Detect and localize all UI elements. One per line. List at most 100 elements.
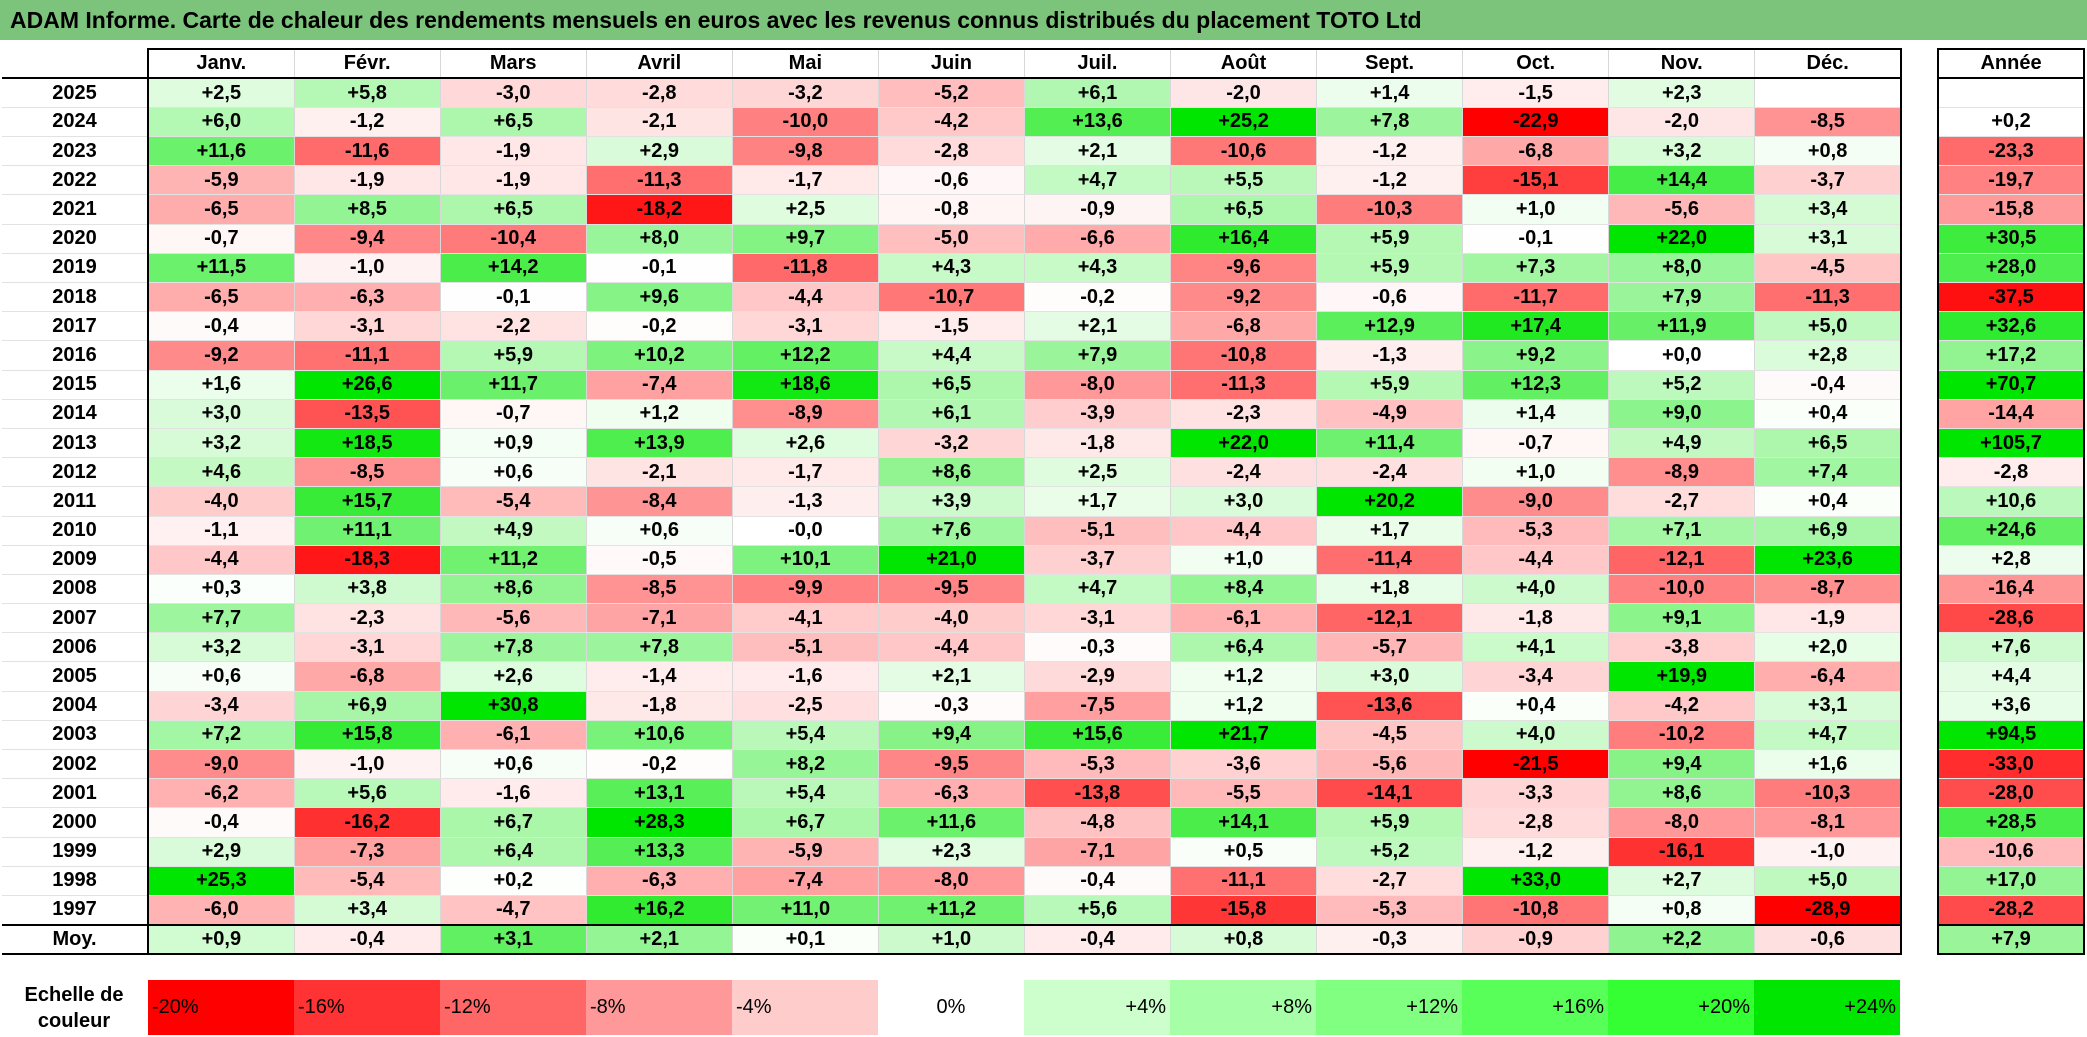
monthly-heatmap: Janv. Févr. Mars Avril Mai Juin Juil. Août Sept.… — [2, 47, 1902, 955]
table-row: 2012 +4,6 -8,5 +0,6 -2,1 -1,7 +8,6 +2,5 -2,4 -2,4… — [2, 457, 1901, 488]
heatmap-cell: -5,6 — [1316, 749, 1463, 780]
annual-row: +7,6 — [1937, 632, 2084, 663]
heatmap-cell: -4,5 — [1316, 720, 1463, 751]
heatmap-cell: +23,6 — [1754, 545, 1901, 575]
average-cell: -0,6 — [1754, 923, 1901, 955]
year-label: 2021 — [2, 194, 149, 225]
year-label: 1999 — [2, 837, 149, 867]
heatmap-cell: +22,0 — [1608, 224, 1755, 254]
heatmap-cell: +9,4 — [877, 720, 1025, 751]
color-scale-swatch: +12% — [1316, 980, 1462, 1035]
heatmap-cell: -4,2 — [877, 107, 1025, 138]
heatmap-cell: +5,9 — [1316, 224, 1463, 254]
color-scale-swatch: +8% — [1170, 980, 1316, 1035]
heatmap-cell: +15,7 — [293, 486, 441, 517]
heatmap-cell: +2,3 — [877, 837, 1025, 867]
heatmap-cell: -1,3 — [731, 486, 879, 517]
average-row: Moy. +0,9 -0,4 +3,1 +2,1 +0,1 +1,0 -0,4 +0,8 -0,3… — [2, 923, 1901, 955]
heatmap-cell: +11,4 — [1316, 428, 1463, 459]
heatmap-cell: -3,7 — [1754, 165, 1901, 196]
heatmap-cell: +1,0 — [1462, 457, 1609, 488]
annual-row: +0,2 — [1937, 107, 2084, 138]
heatmap-cell: +11,6 — [877, 807, 1025, 838]
heatmap-cell: -0,5 — [585, 545, 733, 575]
year-label: 2010 — [2, 516, 149, 546]
heatmap-cell: +5,9 — [1316, 807, 1463, 838]
heatmap-cell: -9,0 — [147, 749, 295, 780]
annual-cell: +32,6 — [1937, 311, 2084, 342]
heatmap-cell: -0,6 — [1316, 282, 1463, 313]
heatmap-cell: -8,0 — [1608, 807, 1755, 838]
heatmap-cell: -0,7 — [1462, 428, 1609, 459]
month-header: Sept. — [1316, 47, 1463, 80]
heatmap-cell: -18,2 — [585, 194, 733, 225]
table-row: 2021 -6,5 +8,5 +6,5 -18,2 +2,5 -0,8 -0,9 +6,5 -10… — [2, 194, 1901, 225]
heatmap-cell: +19,9 — [1608, 661, 1755, 692]
heatmap-cell: +9,0 — [1608, 399, 1755, 429]
heatmap-cell: +22,0 — [1169, 428, 1317, 459]
heatmap-cell: -13,6 — [1316, 691, 1463, 721]
heatmap-cell: +1,6 — [147, 370, 295, 400]
heatmap-cell: +3,4 — [1754, 194, 1901, 225]
heatmap-cell: +21,0 — [877, 545, 1025, 575]
heatmap-cell: -5,0 — [877, 224, 1025, 254]
heatmap-cell: +28,3 — [585, 807, 733, 838]
annual-average-cell: +7,9 — [1937, 923, 2084, 955]
annual-cell: -28,0 — [1937, 778, 2084, 809]
heatmap-cell: -11,3 — [585, 165, 733, 196]
annual-row — [1937, 78, 2084, 108]
heatmap-cell: +5,2 — [1608, 370, 1755, 400]
annual-cell: -15,8 — [1937, 194, 2084, 225]
month-header: Août — [1169, 47, 1317, 80]
heatmap-cell: -8,5 — [1754, 107, 1901, 138]
heatmap-cell: -9,8 — [731, 136, 879, 167]
year-label: 2007 — [2, 603, 149, 634]
color-scale-swatch: 0% — [878, 980, 1024, 1035]
heatmap-cell: -0,8 — [877, 194, 1025, 225]
heatmap-cell: -5,1 — [731, 632, 879, 663]
heatmap-cell: -9,5 — [877, 749, 1025, 780]
heatmap-cell: -1,6 — [439, 778, 587, 809]
heatmap-cell: +6,7 — [439, 807, 587, 838]
heatmap-cell: +0,8 — [1754, 136, 1901, 167]
heatmap-cell: +0,2 — [439, 866, 587, 896]
color-scale-title: Echelle de couleur — [24, 984, 124, 1032]
average-cell: -0,4 — [293, 923, 441, 955]
heatmap-cell: +0,4 — [1462, 691, 1609, 721]
heatmap-cell: -10,0 — [731, 107, 879, 138]
heatmap-cell: +5,4 — [731, 720, 879, 751]
heatmap-cell: -1,8 — [1462, 603, 1609, 634]
annual-row: +17,2 — [1937, 340, 2084, 371]
annual-column: Année +0,2 -23,3 -19,7 -15,8 +30,5 +28,0 -37,5 +… — [1937, 48, 2085, 955]
annual-average-row: +7,9 — [1937, 923, 2084, 955]
table-row: 2001 -6,2 +5,6 -1,6 +13,1 +5,4 -6,3 -13,8 -5,5 -1… — [2, 778, 1901, 809]
heatmap-cell: -8,0 — [1023, 370, 1171, 400]
heatmap-cell: +2,6 — [439, 661, 587, 692]
heatmap-cell: -7,4 — [585, 370, 733, 400]
heatmap-cell: +15,6 — [1023, 720, 1171, 751]
average-cell: +2,1 — [585, 923, 733, 955]
table-row: 2025 +2,5 +5,8 -3,0 -2,8 -3,2 -5,2 +6,1 -2,0 +1,4… — [2, 78, 1901, 108]
annual-row: -37,5 — [1937, 282, 2084, 313]
heatmap-cell: -1,5 — [877, 311, 1025, 342]
header-corner — [2, 49, 149, 80]
heatmap-cell: -11,7 — [1462, 282, 1609, 313]
heatmap-cell: +6,5 — [877, 370, 1025, 400]
month-header: Déc. — [1754, 47, 1901, 80]
heatmap-cell: -4,4 — [147, 545, 295, 575]
heatmap-cell: -4,4 — [1169, 516, 1317, 546]
heatmap-cell: -1,0 — [1754, 837, 1901, 867]
heatmap-cell: -9,9 — [731, 574, 879, 605]
heatmap-cell: -10,6 — [1169, 136, 1317, 167]
heatmap-cell: +4,3 — [1023, 253, 1171, 284]
table-row: 2000 -0,4 -16,2 +6,7 +28,3 +6,7 +11,6 -4,8 +14,1… — [2, 807, 1901, 838]
annual-row: +17,0 — [1937, 866, 2084, 896]
heatmap-cell: +16,2 — [585, 895, 733, 926]
heatmap-cell: +0,5 — [1169, 837, 1317, 867]
annual-cell: -2,8 — [1937, 457, 2084, 488]
heatmap-cell: +6,7 — [731, 807, 879, 838]
heatmap-cell: +0,8 — [1608, 895, 1755, 926]
table-row: 2006 +3,2 -3,1 +7,8 +7,8 -5,1 -4,4 -0,3 +6,4 -5,7… — [2, 632, 1901, 663]
table-row: 2010 -1,1 +11,1 +4,9 +0,6 -0,0 +7,6 -5,1 -4,4 +1,… — [2, 516, 1901, 546]
heatmap-cell: +11,9 — [1608, 311, 1755, 342]
